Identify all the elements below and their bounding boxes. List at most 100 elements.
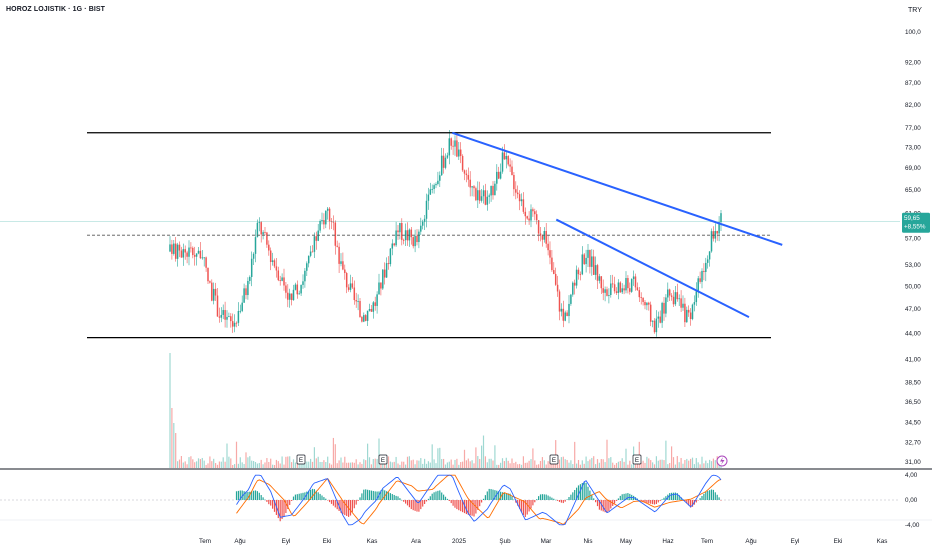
candle-body	[518, 194, 521, 202]
candle-body	[228, 316, 230, 318]
candle-body	[611, 283, 614, 285]
candle-body	[587, 249, 589, 258]
volume-bar	[496, 464, 498, 468]
candle-body	[619, 282, 622, 293]
candle-body	[326, 208, 329, 211]
macd-histogram-bar	[615, 500, 618, 501]
macd-histogram-bar	[661, 499, 663, 500]
candle-body	[393, 243, 395, 246]
candle-body	[528, 218, 530, 221]
candle-body	[173, 243, 175, 254]
candle-body	[573, 282, 576, 286]
candle-body	[708, 251, 711, 260]
macd-histogram-bar	[500, 491, 502, 500]
volume-bar	[688, 460, 690, 468]
volume-bar	[507, 460, 509, 468]
volume-bar	[650, 460, 652, 468]
candle-body	[340, 261, 342, 264]
candle-body	[591, 256, 593, 267]
volume-bar	[498, 464, 500, 468]
candle-body	[505, 156, 508, 160]
volume-bar	[644, 462, 646, 468]
volume-bar	[490, 458, 492, 468]
candle-body	[602, 288, 604, 293]
macd-histogram-bar	[646, 500, 648, 504]
volume-bar	[494, 445, 496, 468]
candle-body	[233, 322, 236, 327]
price-axis-label: 65,00	[905, 187, 921, 194]
volume-bar	[182, 462, 184, 468]
candle-body	[323, 220, 325, 225]
macd-histogram-bar	[598, 500, 600, 510]
volume-bar	[547, 461, 549, 468]
currency-label: TRY	[908, 7, 922, 14]
macd-histogram-bar	[697, 500, 699, 501]
candle-body	[551, 257, 553, 271]
volume-bar	[359, 462, 361, 468]
macd-histogram-bar	[414, 500, 416, 511]
macd-histogram-bar	[572, 492, 574, 500]
volume-bar	[671, 446, 673, 468]
candle-body	[665, 297, 667, 314]
macd-histogram-bar	[536, 499, 538, 500]
earnings-marker	[296, 454, 306, 465]
candle-body	[676, 292, 679, 300]
volume-bar	[192, 459, 194, 468]
macd-histogram-bar	[591, 494, 593, 500]
macd-histogram-bar	[712, 489, 714, 500]
macd-histogram-bar	[427, 498, 429, 500]
earnings-marker	[549, 454, 559, 465]
candle-body	[452, 145, 454, 147]
candle-body	[537, 220, 540, 234]
macd-histogram-bar	[492, 489, 494, 500]
volume-bar	[482, 435, 485, 468]
candle-body	[520, 199, 523, 202]
volume-bar	[281, 456, 283, 468]
macd-histogram-bar	[416, 500, 418, 512]
volume-bar	[705, 460, 707, 468]
earnings-marker-label: E	[635, 457, 639, 464]
volume-bar	[595, 464, 597, 468]
price-axis-label: 92,00	[905, 60, 921, 67]
macd-histogram-bar	[395, 495, 397, 500]
macd-histogram-bar	[452, 500, 454, 506]
volume-bar	[448, 461, 450, 468]
candle-body	[336, 245, 338, 247]
candle-body	[169, 244, 171, 252]
time-axis-label: Kas	[367, 538, 378, 545]
candle-body	[674, 292, 677, 305]
macd-histogram-bar	[621, 494, 623, 500]
volume-bar	[291, 462, 293, 468]
candle-body	[355, 300, 357, 302]
candle-body	[321, 220, 323, 222]
price-axis-label: 44,00	[905, 330, 921, 337]
price-axis-label: 38,50	[905, 379, 921, 386]
volume-bar	[574, 441, 576, 468]
volume-bar	[399, 464, 401, 468]
time-axis-label: Ağu	[234, 538, 246, 545]
volume-bar	[435, 463, 437, 468]
candle-body	[608, 294, 610, 296]
volume-bar	[247, 457, 249, 468]
volume-bar	[319, 461, 321, 468]
candle-body	[357, 301, 359, 302]
candle-body	[496, 171, 498, 184]
volume-bar	[283, 464, 285, 468]
macd-histogram-bar	[593, 498, 595, 500]
lightning-icon-glyph	[720, 457, 725, 465]
macd-histogram-bar	[703, 493, 705, 500]
macd-histogram-bar	[585, 482, 587, 500]
candle-body	[566, 312, 568, 317]
volume-bar	[691, 457, 694, 468]
volume-bar	[477, 456, 479, 468]
macd-histogram-bar	[361, 493, 363, 500]
volume-bar	[545, 464, 547, 468]
candle-body	[535, 214, 538, 221]
volume-bar	[272, 464, 274, 468]
candle-body	[256, 222, 259, 238]
volume-bar	[370, 464, 372, 468]
volume-bar	[608, 458, 610, 468]
candle-body	[600, 276, 603, 289]
